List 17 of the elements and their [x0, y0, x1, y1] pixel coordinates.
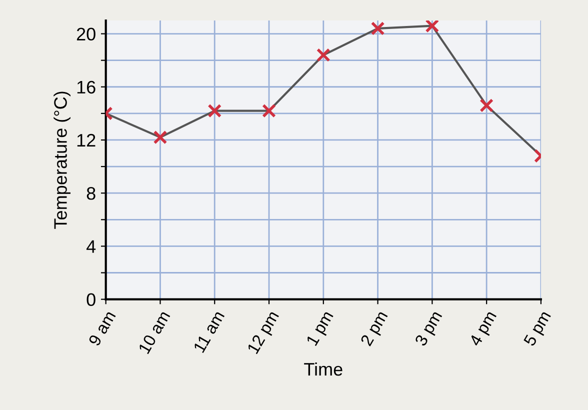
y-tick-label: 0: [86, 293, 96, 306]
x-tick-label: 11 am: [193, 310, 225, 354]
x-tick-label: 4 pm: [468, 310, 500, 349]
y-tick-label: 12: [77, 134, 96, 147]
y-tick-label: 20: [76, 28, 96, 40]
x-tick-label: 2 pm: [360, 310, 391, 348]
x-tick-label: 9 am: [88, 310, 116, 347]
y-tick-label: 4: [86, 240, 96, 253]
x-tick-label: 12 pm: [246, 310, 282, 356]
y-tick-label: 8: [86, 187, 96, 200]
x-tick-label: 3 pm: [414, 310, 446, 348]
x-tick-label: 10 am: [138, 310, 170, 354]
x-tick-label: 5 pm: [523, 310, 554, 348]
x-axis-title: Time: [304, 362, 342, 376]
y-tick-label: 16: [77, 80, 96, 94]
y-axis-title: Temperature (°C): [54, 92, 70, 229]
x-tick-label: 1 pm: [306, 310, 336, 348]
